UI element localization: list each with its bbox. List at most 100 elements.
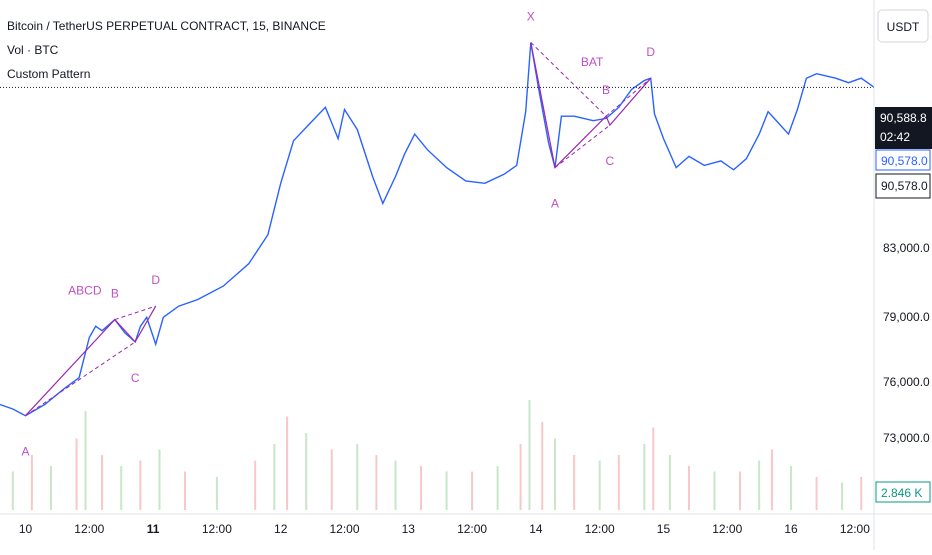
volume-bar xyxy=(139,460,142,510)
quote-currency-button-frame[interactable] xyxy=(877,9,929,43)
last-price-tag xyxy=(875,107,932,149)
pattern-point-label: A xyxy=(22,445,30,459)
time-tick: 13 xyxy=(402,522,416,536)
volume-bar xyxy=(120,466,123,510)
time-axis[interactable]: 10 12:00 11 12:00 12 12:00 13 12:00 14 12:00 15 12:… xyxy=(19,522,870,536)
volume-bar xyxy=(101,455,104,510)
time-tick: 12:00 xyxy=(74,522,104,536)
pattern-ratio-line xyxy=(25,341,136,417)
volume-bar xyxy=(84,411,87,510)
volume-bar xyxy=(573,455,576,510)
volume-value: 2.846 K xyxy=(881,486,922,500)
time-tick: 11 xyxy=(147,522,160,536)
volume-bar xyxy=(739,471,742,510)
price-line xyxy=(0,42,875,417)
time-tick: 12:00 xyxy=(202,522,232,536)
volume-bar xyxy=(687,466,690,510)
volume-bar xyxy=(254,460,257,510)
volume-bar xyxy=(519,444,522,510)
volume-bar xyxy=(496,466,499,510)
volume-bar xyxy=(643,444,646,510)
pattern-point-label: D xyxy=(151,273,160,287)
ask-price-value: 90,578.0 xyxy=(881,179,928,193)
pattern-name-label: BAT xyxy=(581,55,604,69)
time-tick: 12:00 xyxy=(457,522,487,536)
volume-indicator-label[interactable]: Vol · BTC xyxy=(7,43,59,57)
time-tick: 16 xyxy=(784,522,798,536)
volume-bar xyxy=(860,477,863,510)
volume-bar xyxy=(841,482,844,510)
volume-bar xyxy=(158,449,161,510)
pattern-point-label: C xyxy=(606,154,615,168)
quote-currency-label[interactable]: USDT xyxy=(887,20,920,34)
pattern-point-label: B xyxy=(602,83,610,97)
quote-currency-button[interactable]: USDT xyxy=(877,9,929,43)
volume-bar xyxy=(11,471,14,510)
pattern-point-label: X xyxy=(527,9,535,23)
bid-price-value: 90,578.0 xyxy=(881,154,928,168)
pattern-ratio-line xyxy=(530,42,607,117)
price-tick: 83,000.0 xyxy=(883,241,930,255)
time-tick: 12:00 xyxy=(712,522,742,536)
volume-bar xyxy=(356,444,359,510)
pattern-point-label: A xyxy=(551,197,559,211)
volume-bar xyxy=(30,455,33,510)
volume-bar xyxy=(541,422,544,510)
volume-bar xyxy=(617,455,620,510)
price-tick: 76,000.0 xyxy=(883,375,930,389)
pattern-ratio-line xyxy=(554,124,611,169)
volume-bar xyxy=(375,455,378,510)
volume-bar xyxy=(652,427,655,510)
time-tick: 12:00 xyxy=(585,522,615,536)
volume-bar xyxy=(471,471,474,510)
price-tick: 79,000.0 xyxy=(883,310,930,324)
volume-bar xyxy=(598,460,601,510)
volume-bar xyxy=(420,466,423,510)
time-tick: 10 xyxy=(19,522,33,536)
volume-bars xyxy=(11,400,863,510)
pattern-point-label: C xyxy=(131,371,140,385)
volume-bar xyxy=(273,444,276,510)
volume-bar xyxy=(528,400,531,510)
volume-bar xyxy=(815,477,818,510)
symbol-title[interactable]: Bitcoin / TetherUS PERPETUAL CONTRACT, 1… xyxy=(7,19,326,33)
bar-countdown: 02:42 xyxy=(880,130,910,144)
pattern-leg xyxy=(25,305,157,417)
bid-price-tag xyxy=(875,149,931,171)
pattern-name-label: ABCD xyxy=(68,284,102,298)
time-tick: 15 xyxy=(657,522,671,536)
ask-price-tag xyxy=(875,173,931,199)
volume-value-tag xyxy=(875,481,931,503)
volume-bar xyxy=(790,466,793,510)
pattern-ratio-line xyxy=(114,305,156,321)
volume-bar xyxy=(394,460,397,510)
volume-bar xyxy=(50,466,53,510)
price-series xyxy=(0,42,875,417)
pattern-point-label: B xyxy=(111,287,119,301)
volume-bar xyxy=(668,455,671,510)
time-tick: 14 xyxy=(529,522,543,536)
plot-area[interactable] xyxy=(0,0,874,514)
time-tick: 12:00 xyxy=(840,522,870,536)
volume-bar xyxy=(184,471,187,510)
volume-bar xyxy=(215,477,218,510)
last-price-value: 90,588.8 xyxy=(880,111,927,125)
volume-bar xyxy=(286,416,289,510)
volume-bar xyxy=(770,449,773,510)
volume-bar xyxy=(305,433,308,510)
volume-bar xyxy=(554,438,557,510)
price-tick: 73,000.0 xyxy=(883,431,930,445)
volume-bar xyxy=(758,460,761,510)
volume-bar xyxy=(713,471,716,510)
pattern-ratio-line xyxy=(605,77,652,117)
volume-bar xyxy=(75,438,78,510)
time-tick: 12 xyxy=(274,522,288,536)
custom-pattern-label[interactable]: Custom Pattern xyxy=(7,67,90,81)
volume-bar xyxy=(445,471,448,510)
time-tick: 12:00 xyxy=(329,522,359,536)
pattern-point-label: D xyxy=(646,45,655,59)
volume-bar xyxy=(330,449,333,510)
